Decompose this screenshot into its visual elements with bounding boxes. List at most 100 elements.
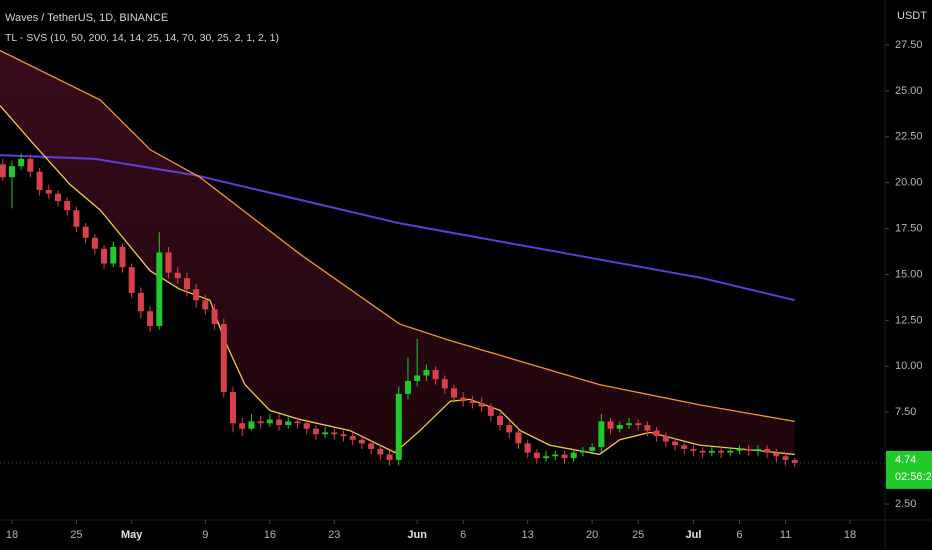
candle-body xyxy=(478,403,485,407)
candle-body xyxy=(137,292,144,312)
candle-body xyxy=(82,226,89,238)
x-tick-label: Jun xyxy=(407,529,427,541)
candle-body xyxy=(487,406,494,416)
countdown-label: 02:56:28 xyxy=(895,471,932,483)
candle-body xyxy=(45,190,52,194)
candle-body xyxy=(303,423,310,429)
candle-body xyxy=(8,166,15,178)
candle-body xyxy=(672,441,679,446)
symbol-title: Waves / TetherUS, 1D, BINANCE xyxy=(5,12,168,24)
x-tick-label: 18 xyxy=(6,529,18,541)
candle-body xyxy=(220,324,227,393)
candle-body xyxy=(239,423,246,429)
candle-body xyxy=(616,425,623,429)
candle-body xyxy=(377,448,384,455)
candle-body xyxy=(285,421,292,426)
candle-body xyxy=(73,210,80,227)
candle-body xyxy=(257,421,264,424)
candle-body xyxy=(791,459,798,463)
candle-body xyxy=(699,450,706,453)
candle-body xyxy=(543,456,550,459)
candle-body xyxy=(349,436,356,440)
candle-body xyxy=(708,450,715,453)
last-price-box xyxy=(886,450,932,489)
candle-body xyxy=(653,430,660,437)
candle-body xyxy=(91,237,98,249)
candle-body xyxy=(441,379,448,389)
indicator-line xyxy=(0,105,795,456)
y-tick-label: 12.50 xyxy=(895,314,923,326)
x-tick-label: 25 xyxy=(70,529,82,541)
y-tick-label: 2.50 xyxy=(895,498,916,510)
indicator-title: TL - SVS (10, 50, 200, 14, 14, 25, 14, 7… xyxy=(5,32,279,44)
candle-body xyxy=(276,419,283,426)
candle-body xyxy=(579,450,586,453)
candle-body xyxy=(625,423,632,426)
y-tick-label: 17.50 xyxy=(895,223,923,235)
candle-body xyxy=(745,448,752,451)
last-price-label: 4.74 xyxy=(895,454,916,466)
candle-body xyxy=(193,289,200,301)
candle-body xyxy=(773,452,780,457)
y-tick-label: 25.00 xyxy=(895,85,923,97)
y-tick-label: 27.50 xyxy=(895,39,923,51)
candle-body xyxy=(718,450,725,453)
candle-body xyxy=(469,401,476,404)
x-tick-label: 16 xyxy=(264,529,276,541)
candle-body xyxy=(64,201,71,211)
candle-body xyxy=(211,309,218,325)
candle-body xyxy=(414,375,421,382)
y-tick-label: 22.50 xyxy=(895,131,923,143)
y-tick-label: 20.00 xyxy=(895,177,923,189)
x-tick-label: 6 xyxy=(736,529,742,541)
candle-body xyxy=(386,454,393,460)
plot-area xyxy=(0,49,885,468)
candle-body xyxy=(248,421,255,429)
x-tick-label: 9 xyxy=(202,529,208,541)
candle-body xyxy=(607,421,614,429)
y-tick-label: 10.00 xyxy=(895,360,923,372)
candle-body xyxy=(589,447,596,451)
y-tick-label: 15.00 xyxy=(895,268,923,280)
candle-body xyxy=(55,193,62,202)
candle-body xyxy=(174,272,181,279)
candle-body xyxy=(644,425,651,431)
candle-body xyxy=(506,425,513,433)
x-tick-label: 6 xyxy=(460,529,466,541)
candle-body xyxy=(183,278,190,290)
candle-body xyxy=(0,164,6,178)
candle-body xyxy=(570,452,577,459)
candle-body xyxy=(101,248,108,264)
candle-body xyxy=(727,450,734,453)
x-tick-label: Jul xyxy=(685,529,701,541)
candle-body xyxy=(294,421,301,424)
x-tick-label: 18 xyxy=(844,529,856,541)
candle-body xyxy=(18,158,25,167)
candle-body xyxy=(119,246,126,268)
candle-body xyxy=(312,428,319,435)
candle-body xyxy=(552,454,559,457)
candle-body xyxy=(128,267,135,293)
candle-body xyxy=(451,388,458,398)
candle-body xyxy=(432,369,439,380)
indicator-line xyxy=(0,154,795,302)
candle-body xyxy=(524,443,531,453)
candle-body xyxy=(36,171,43,191)
candle-body xyxy=(358,439,365,444)
x-tick-label: 23 xyxy=(328,529,340,541)
candle-body xyxy=(147,311,154,326)
x-tick-label: 25 xyxy=(632,529,644,541)
candle-body xyxy=(423,369,430,376)
candle-body xyxy=(764,448,771,453)
candle-body xyxy=(782,456,789,460)
candle-body xyxy=(229,392,236,424)
candle-body xyxy=(395,393,402,460)
candle-body xyxy=(331,432,338,435)
candle-body xyxy=(681,445,688,449)
indicator-line xyxy=(0,49,795,423)
candle-body xyxy=(340,434,347,437)
candle-body xyxy=(165,252,172,273)
